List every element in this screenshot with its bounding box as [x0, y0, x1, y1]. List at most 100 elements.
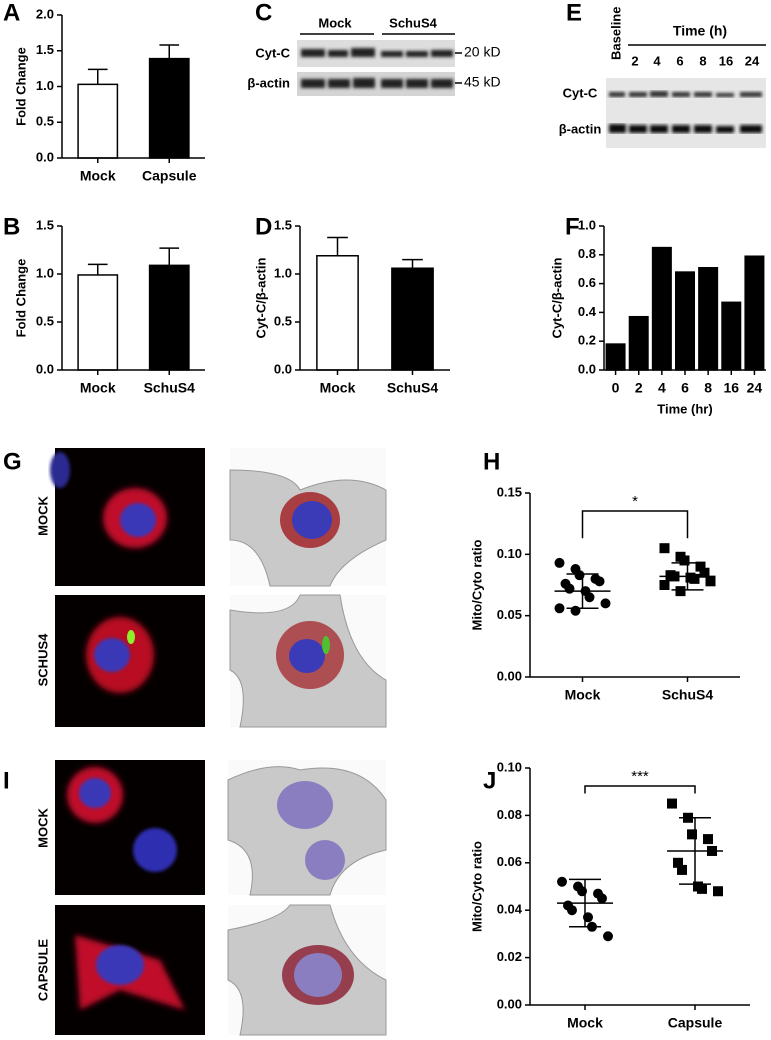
micrographs-i: I MOCK CAPSULE	[3, 760, 387, 1036]
panel-letter: B	[3, 213, 20, 240]
x-tick-label: 6	[681, 380, 689, 396]
time-label: 4	[653, 53, 661, 68]
x-tick-label: 8	[704, 380, 712, 396]
row-label: CAPSULE	[35, 939, 50, 1001]
data-point	[703, 834, 713, 845]
y-tick-label: 0.00	[497, 668, 522, 683]
blot-row-label: β-actin	[247, 75, 290, 90]
data-point	[564, 583, 575, 594]
data-point	[697, 883, 707, 894]
significance-bracket	[584, 785, 696, 794]
chart: B Fold Change 0.0 0.5 1.0 1.5 Mock SchuS4	[3, 213, 205, 396]
significance-label: ***	[631, 768, 649, 785]
x-tick-label: 4	[658, 380, 666, 396]
y-tick-label: 0.00	[497, 996, 522, 1011]
row-label: SCHUS4	[35, 633, 50, 687]
bar	[605, 343, 626, 371]
y-axis-label: Fold Change	[13, 259, 28, 338]
bar	[674, 271, 696, 371]
y-tick-label: 0.10	[497, 546, 522, 561]
data-point	[557, 876, 567, 887]
data-point	[673, 857, 683, 868]
bar	[77, 274, 119, 371]
bar	[316, 255, 359, 371]
data-point	[699, 567, 710, 578]
time-label: 8	[699, 53, 706, 68]
bar	[148, 264, 190, 371]
blot-row-label: β-actin	[559, 121, 602, 136]
y-tick-label: 0.06	[497, 854, 522, 869]
y-axis-label: Cyt-C/β-actin	[253, 258, 268, 339]
panel-letter: A	[3, 0, 20, 26]
y-tick-label: 0.5	[36, 114, 54, 129]
data-point	[659, 543, 670, 554]
panel-letter: J	[483, 767, 496, 794]
y-tick-label: 0.10	[497, 759, 522, 774]
panel-letter: E	[566, 0, 582, 26]
y-tick-label: 0.5	[36, 313, 54, 328]
size-label: 20 kD	[464, 44, 501, 60]
data-point	[554, 603, 565, 614]
data-point	[695, 561, 706, 572]
data-point	[687, 829, 697, 840]
y-tick-label: 0.0	[36, 149, 54, 164]
panel-letter: C	[255, 0, 272, 26]
bar	[77, 83, 119, 159]
x-tick-label: Mock	[567, 1015, 603, 1031]
row-label: MOCK	[35, 496, 50, 536]
blot-row-label: Cyt-C	[563, 85, 598, 100]
bar	[391, 267, 434, 371]
blot-c: C Mock SchuS4 Cyt-C β-actin 20 kD 45 kD	[247, 0, 501, 96]
y-tick-label: 0.08	[497, 807, 522, 822]
data-point	[570, 605, 581, 616]
y-tick-label: 0.2	[578, 333, 596, 348]
y-tick-label: 0.8	[578, 246, 596, 261]
x-tick-label: SchuS4	[144, 380, 196, 396]
panel-letter: F	[565, 213, 580, 240]
significance-label: *	[632, 493, 638, 510]
row-label: MOCK	[35, 808, 50, 848]
data-point	[679, 555, 690, 566]
y-tick-label: 2.0	[36, 6, 54, 21]
x-tick-label: 24	[747, 380, 763, 396]
y-tick-label: 1.5	[274, 217, 292, 232]
y-axis-label: Cyt-C/β-actin	[549, 258, 564, 339]
x-tick-label: Mock	[565, 687, 601, 703]
time-label: 16	[719, 53, 733, 68]
data-point	[554, 557, 565, 568]
data-point	[567, 905, 577, 916]
data-point	[597, 893, 607, 904]
x-tick-label: 2	[635, 380, 643, 396]
data-point	[594, 576, 605, 587]
x-tick-label: 0	[612, 380, 620, 396]
y-tick-label: 0.4	[578, 304, 597, 319]
data-point	[689, 573, 700, 584]
panel-letter: I	[3, 767, 10, 794]
time-title: Time (h)	[673, 23, 727, 39]
bar	[628, 315, 649, 371]
data-point	[659, 580, 670, 590]
y-tick-label: 1.0	[36, 78, 54, 93]
size-label: 45 kD	[464, 74, 501, 90]
y-tick-label: 0.0	[578, 361, 596, 376]
bar	[148, 57, 190, 159]
y-tick-label: 0.05	[497, 607, 522, 622]
chart: J Mito/Cyto ratio 0.00 0.02 0.04 0.06 0.08 0.10…	[469, 759, 750, 1031]
baseline-label: Baseline	[608, 7, 623, 60]
y-tick-label: 1.5	[36, 217, 54, 232]
chart: A Fold Change 0.0 0.5 1.0 1.5 2.0 Mock Capsule	[3, 0, 205, 184]
y-tick-label: 1.0	[36, 265, 54, 280]
panel-letter: D	[255, 213, 272, 240]
y-axis-label: Mito/Cyto ratio	[469, 841, 484, 932]
data-point	[584, 592, 595, 603]
bar	[698, 267, 719, 371]
data-point	[603, 931, 613, 942]
x-tick-label: SchuS4	[662, 687, 714, 703]
bar	[721, 301, 742, 371]
data-point	[600, 598, 611, 609]
x-tick-label: Capsule	[142, 168, 197, 184]
x-tick-label: SchuS4	[387, 380, 439, 396]
time-label: 24	[745, 53, 760, 68]
chart: H Mito/Cyto ratio 0.00 0.05 0.10 0.15 * Mock Sch…	[469, 448, 740, 703]
